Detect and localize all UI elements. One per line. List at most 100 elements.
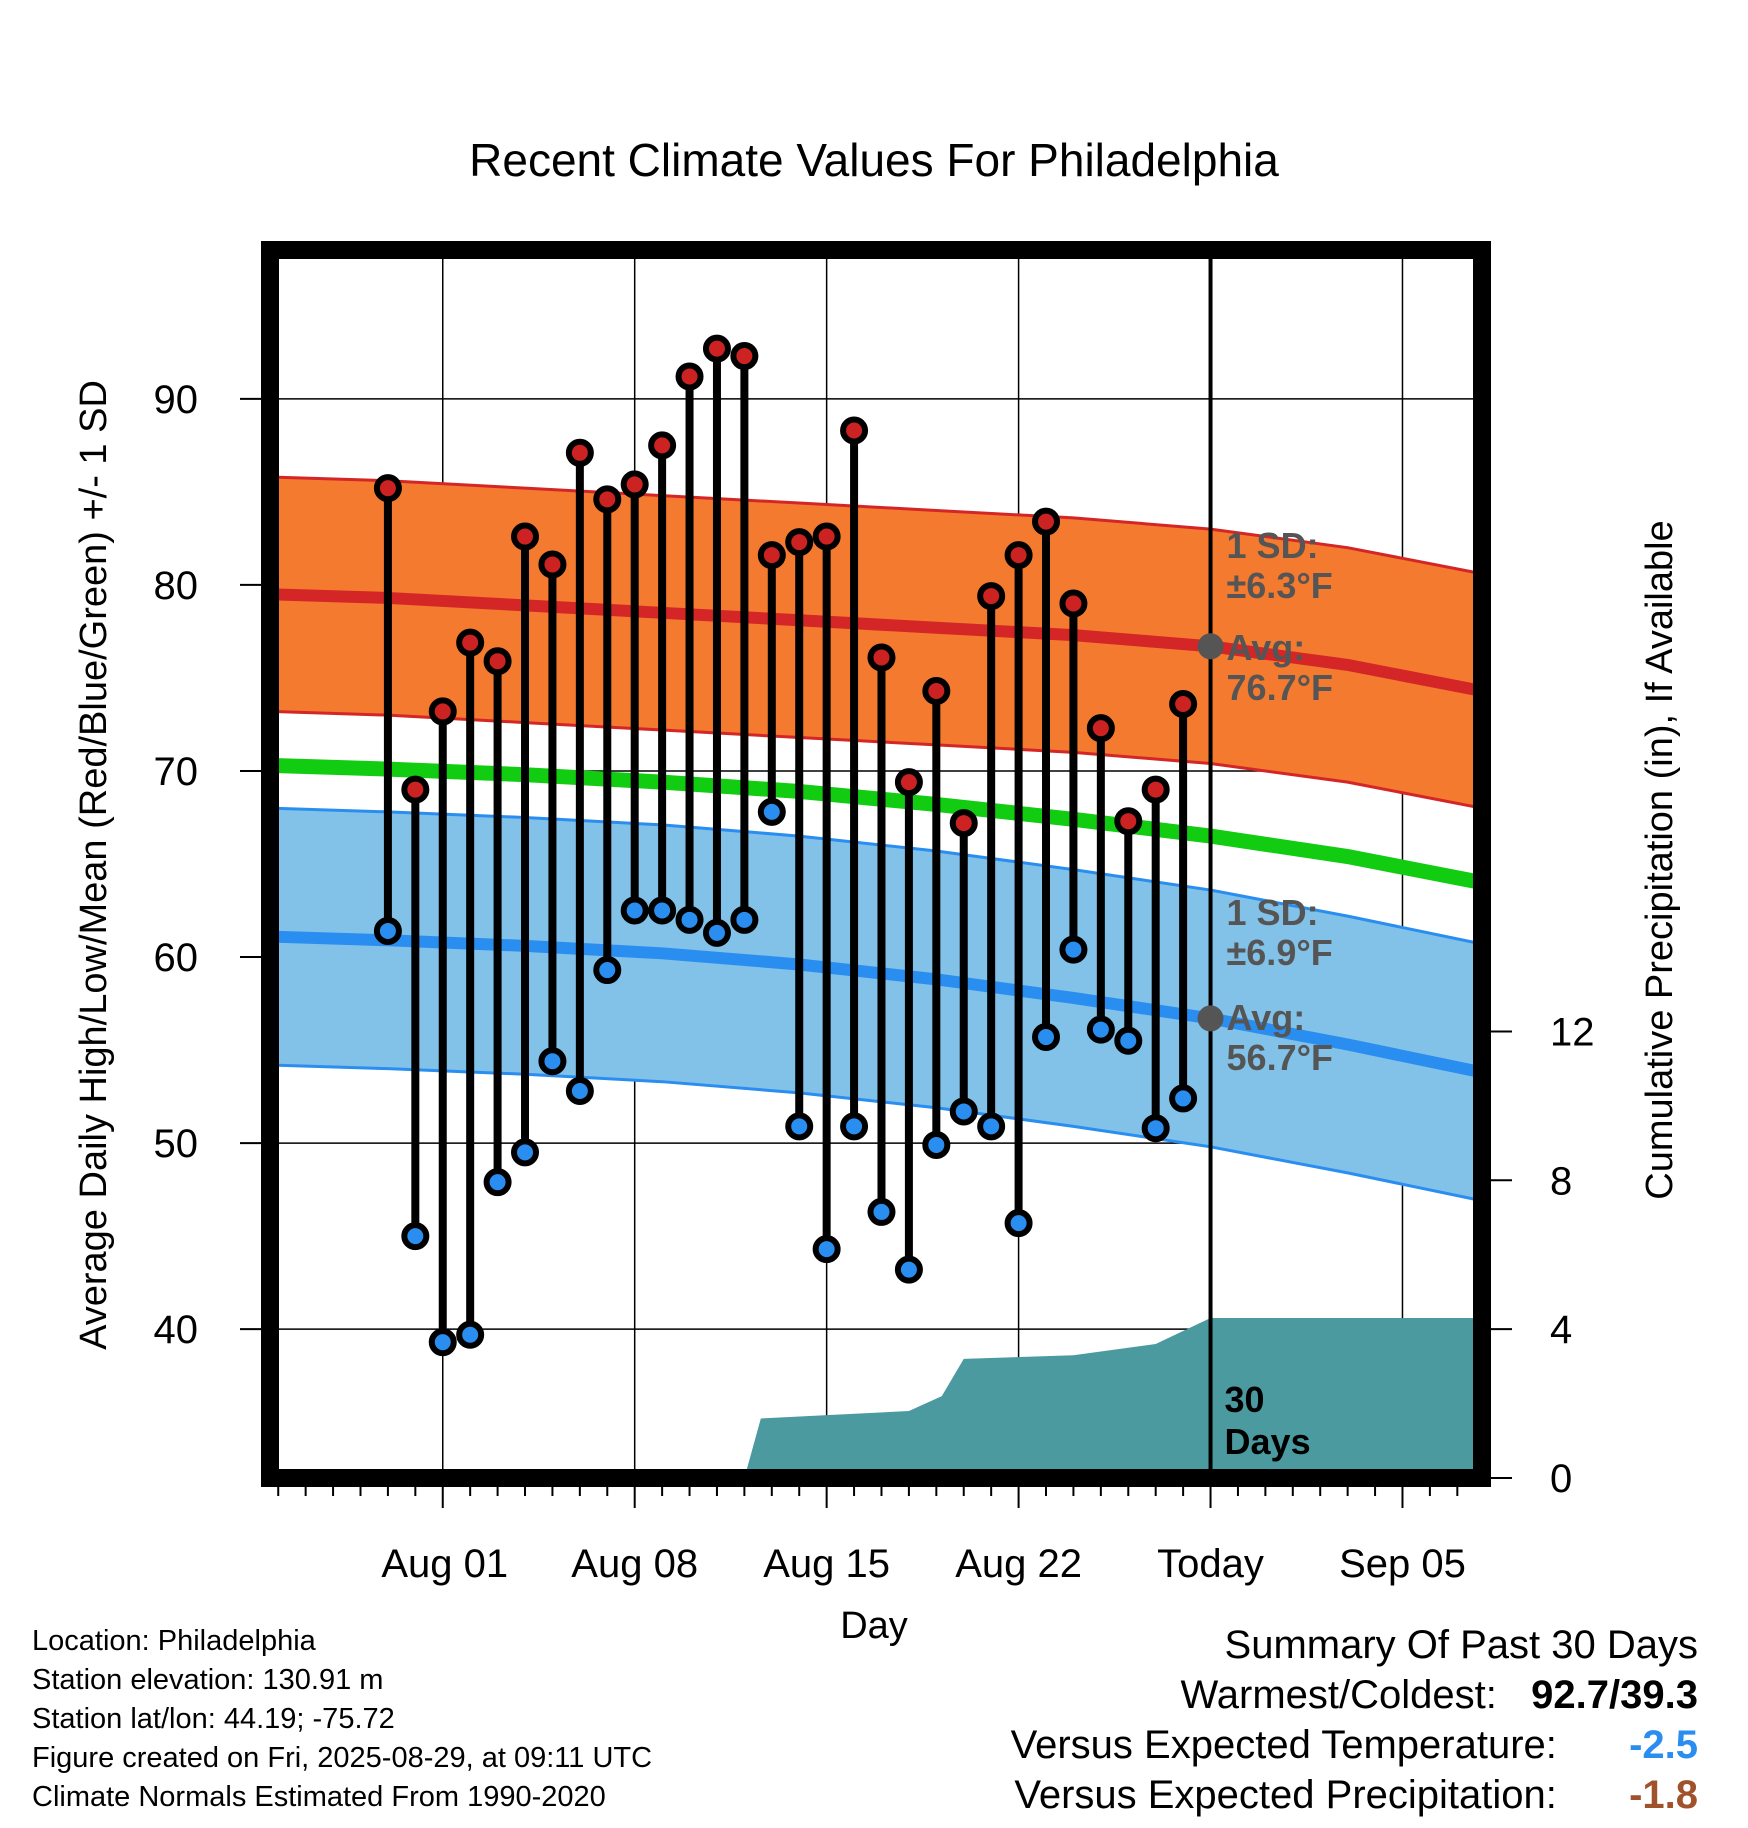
- elevation-text: Station elevation: 130.91 m: [32, 1664, 384, 1696]
- daily-high-point: [922, 676, 951, 705]
- low-normal-lower-edge: [269, 1063, 1483, 1203]
- daily-low-point: [428, 1328, 457, 1357]
- high-sd-annotation: 1 SD:: [1227, 525, 1319, 566]
- daily-low-point: [867, 1197, 896, 1226]
- daily-high-point: [401, 775, 430, 804]
- y-tick-label: 70: [154, 750, 199, 794]
- high-sd-annotation: ±6.3°F: [1227, 565, 1333, 606]
- precip-area: [744, 1317, 1482, 1478]
- mean-normal-line: [269, 757, 1484, 890]
- daily-high-point: [511, 522, 540, 551]
- daily-high-point: [620, 470, 649, 499]
- daily-high-point: [867, 643, 896, 672]
- daily-low-point: [648, 896, 677, 925]
- warm-cold-value: 92.7/39.3: [1531, 1673, 1698, 1717]
- daily-high-point: [1004, 541, 1033, 570]
- daily-low-point: [1086, 1015, 1115, 1044]
- daily-low-point: [812, 1235, 841, 1264]
- daily-low-point: [675, 905, 704, 934]
- temp-value: -2.5: [1629, 1723, 1698, 1767]
- daily-low-point: [565, 1076, 594, 1105]
- daily-high-point: [702, 334, 731, 363]
- high-avg-annotation: Avg:: [1227, 627, 1306, 668]
- high-avg-annotation: 76.7°F: [1227, 667, 1333, 708]
- low-sd-annotation: 1 SD:: [1227, 892, 1319, 933]
- y2-tick-label: 8: [1550, 1159, 1572, 1203]
- daily-high-point: [894, 768, 923, 797]
- x-tick-label: Aug 15: [763, 1542, 890, 1586]
- daily-high-point: [648, 431, 677, 460]
- high-normal-upper-edge: [269, 475, 1483, 576]
- daily-high-point: [373, 474, 402, 503]
- y2-axis-label: Cumulative Precipitation (in), If Availa…: [1639, 520, 1681, 1199]
- daily-low-point: [922, 1130, 951, 1159]
- daily-low-point: [483, 1168, 512, 1197]
- daily-high-point: [757, 541, 786, 570]
- created-text: Figure created on Fri, 2025-08-29, at 09…: [32, 1742, 653, 1774]
- daily-high-point: [840, 416, 869, 445]
- low-sd-annotation: ±6.9°F: [1227, 932, 1333, 973]
- daily-low-point: [757, 797, 786, 826]
- daily-low-point: [511, 1138, 540, 1167]
- summary-panel: Summary Of Past 30 Days Warmest/Coldest:…: [1011, 1620, 1698, 1820]
- daily-low-point: [840, 1112, 869, 1141]
- daily-low-point: [949, 1097, 978, 1126]
- y2-tick-label: 4: [1550, 1308, 1572, 1352]
- today-high-avg-marker: [1197, 633, 1224, 660]
- high-normal-avg-line: [269, 588, 1484, 697]
- x-tick-label: Aug 01: [381, 1542, 508, 1586]
- daily-high-point: [1141, 775, 1170, 804]
- precip-days-annotation: 30: [1225, 1379, 1265, 1420]
- daily-high-point: [949, 809, 978, 838]
- x-tick-label: Aug 22: [955, 1542, 1082, 1586]
- daily-high-point: [483, 647, 512, 676]
- daily-high-point: [977, 582, 1006, 611]
- daily-high-point: [812, 522, 841, 551]
- y-tick-label: 40: [154, 1308, 199, 1352]
- daily-high-point: [565, 438, 594, 467]
- chart-title: Recent Climate Values For Philadelphia: [469, 134, 1279, 186]
- station-info: Location: Philadelphia Station elevation…: [32, 1622, 652, 1817]
- daily-high-point: [675, 362, 704, 391]
- high-normal-lower-edge: [269, 709, 1483, 810]
- low-avg-annotation: 56.7°F: [1227, 1037, 1333, 1078]
- high-normal-band: [270, 476, 1482, 809]
- temp-label: Versus Expected Temperature:: [1010, 1723, 1557, 1767]
- daily-high-point: [730, 342, 759, 371]
- y-axis-label: Average Daily High/Low/Mean (Red/Blue/Gr…: [73, 380, 115, 1350]
- daily-low-point: [538, 1047, 567, 1076]
- daily-low-point: [373, 916, 402, 945]
- daily-low-point: [1141, 1114, 1170, 1143]
- plot-frame: [261, 241, 1491, 1487]
- low-avg-annotation: Avg:: [1227, 997, 1306, 1038]
- daily-low-point: [593, 956, 622, 985]
- precip-days-annotation: Days: [1225, 1421, 1311, 1462]
- summary-heading: Summary Of Past 30 Days: [1224, 1623, 1698, 1667]
- daily-high-point: [538, 550, 567, 579]
- y-tick-label: 80: [154, 564, 199, 608]
- daily-low-point: [401, 1222, 430, 1251]
- daily-high-point: [1169, 689, 1198, 718]
- daily-low-point: [1032, 1023, 1061, 1052]
- daily-high-point: [1086, 714, 1115, 743]
- precip-value: -1.8: [1629, 1773, 1698, 1817]
- warm-cold-label: Warmest/Coldest:: [1180, 1673, 1497, 1717]
- location-text: Location: Philadelphia: [32, 1625, 316, 1657]
- x-tick-label: Today: [1157, 1542, 1264, 1586]
- precip-label: Versus Expected Precipitation:: [1014, 1773, 1557, 1817]
- daily-high-point: [1114, 807, 1143, 836]
- daily-low-point: [1114, 1026, 1143, 1055]
- low-normal-avg-line: [269, 930, 1484, 1079]
- y-tick-label: 90: [154, 378, 199, 422]
- x-tick-label: Sep 05: [1339, 1542, 1466, 1586]
- y2-tick-label: 0: [1550, 1457, 1572, 1501]
- x-tick-label: Aug 08: [571, 1542, 698, 1586]
- daily-low-point: [730, 905, 759, 934]
- daily-low-point: [702, 918, 731, 947]
- summary-precip: Versus Expected Precipitation: -1.8: [1011, 1770, 1698, 1820]
- daily-low-point: [620, 896, 649, 925]
- daily-high-point: [456, 628, 485, 657]
- y-tick-label: 50: [154, 1122, 199, 1166]
